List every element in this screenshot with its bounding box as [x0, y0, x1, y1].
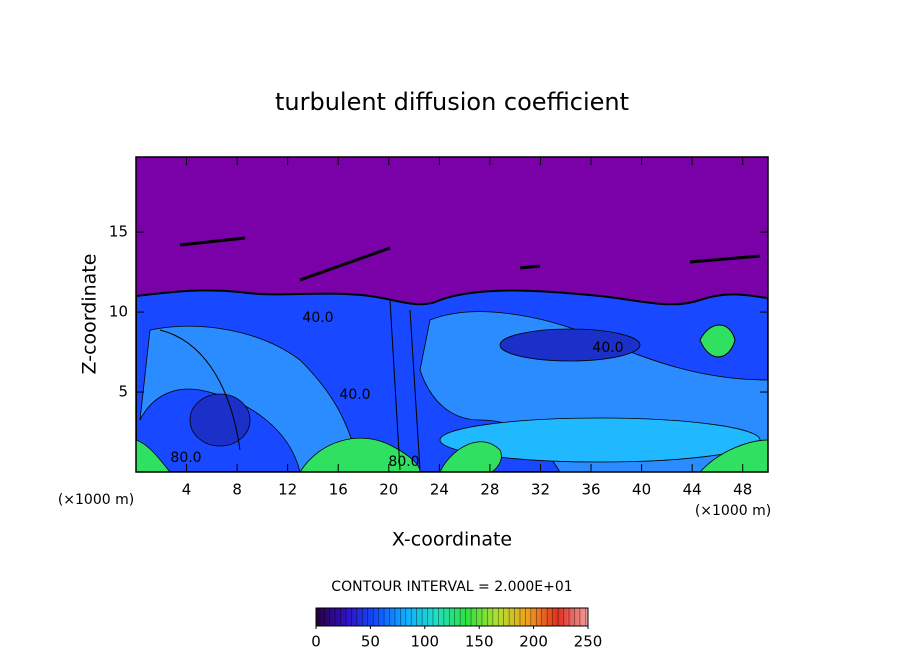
- x-tick-label: 20: [379, 481, 398, 499]
- chart-title: turbulent diffusion coefficient: [275, 88, 629, 116]
- x-tick-label: 12: [278, 481, 297, 499]
- x-tick-label: 8: [232, 481, 242, 499]
- field-region: [699, 324, 736, 358]
- contour-line: [179, 236, 761, 282]
- contour-interval: CONTOUR INTERVAL = 2.000E+01: [331, 579, 572, 595]
- field-region: [439, 417, 761, 463]
- plot-frame: [135, 156, 769, 473]
- contour-label: 40.0: [339, 387, 370, 403]
- x-tick-label: 44: [683, 481, 702, 499]
- field-region: [499, 328, 641, 362]
- field-region: [299, 437, 421, 472]
- contour-label: 80.0: [388, 454, 419, 470]
- y-tick-label: 5: [118, 383, 128, 401]
- x-unit-label: (×1000 m): [58, 492, 134, 508]
- x-tick-label: 4: [182, 481, 192, 499]
- x-tick-label: 16: [329, 481, 348, 499]
- x-tick-label: 48: [733, 481, 752, 499]
- field-region: [136, 439, 171, 472]
- contour-line: [159, 299, 421, 471]
- x-tick-label: 24: [430, 481, 449, 499]
- colorbar-tick-label: 100: [410, 633, 439, 651]
- y-tick-label: 15: [109, 223, 128, 241]
- x-tick-label: 36: [581, 481, 600, 499]
- contour-label: 40.0: [302, 310, 333, 326]
- field-region: [439, 441, 502, 472]
- field: [136, 157, 768, 472]
- x-tick-label: 40: [632, 481, 651, 499]
- colorbar-tick-label: 50: [361, 633, 380, 651]
- y-axis-label: Z-coordinate: [79, 254, 101, 375]
- colorbar-tick-label: 200: [519, 633, 548, 651]
- x-tick-label: 32: [531, 481, 550, 499]
- contour-label: 80.0: [170, 450, 201, 466]
- colorbar-tick-label: 0: [311, 633, 321, 651]
- colorbar-tick-label: 150: [465, 633, 494, 651]
- x-tick-label: 28: [480, 481, 499, 499]
- field-region: [189, 393, 251, 447]
- y-tick-label: 10: [109, 303, 128, 321]
- x-unit-label: (×1000 m): [695, 503, 771, 519]
- x-axis-label: X-coordinate: [392, 529, 512, 551]
- colorbar-tick-label: 250: [574, 633, 603, 651]
- contour-label: 40.0: [592, 340, 623, 356]
